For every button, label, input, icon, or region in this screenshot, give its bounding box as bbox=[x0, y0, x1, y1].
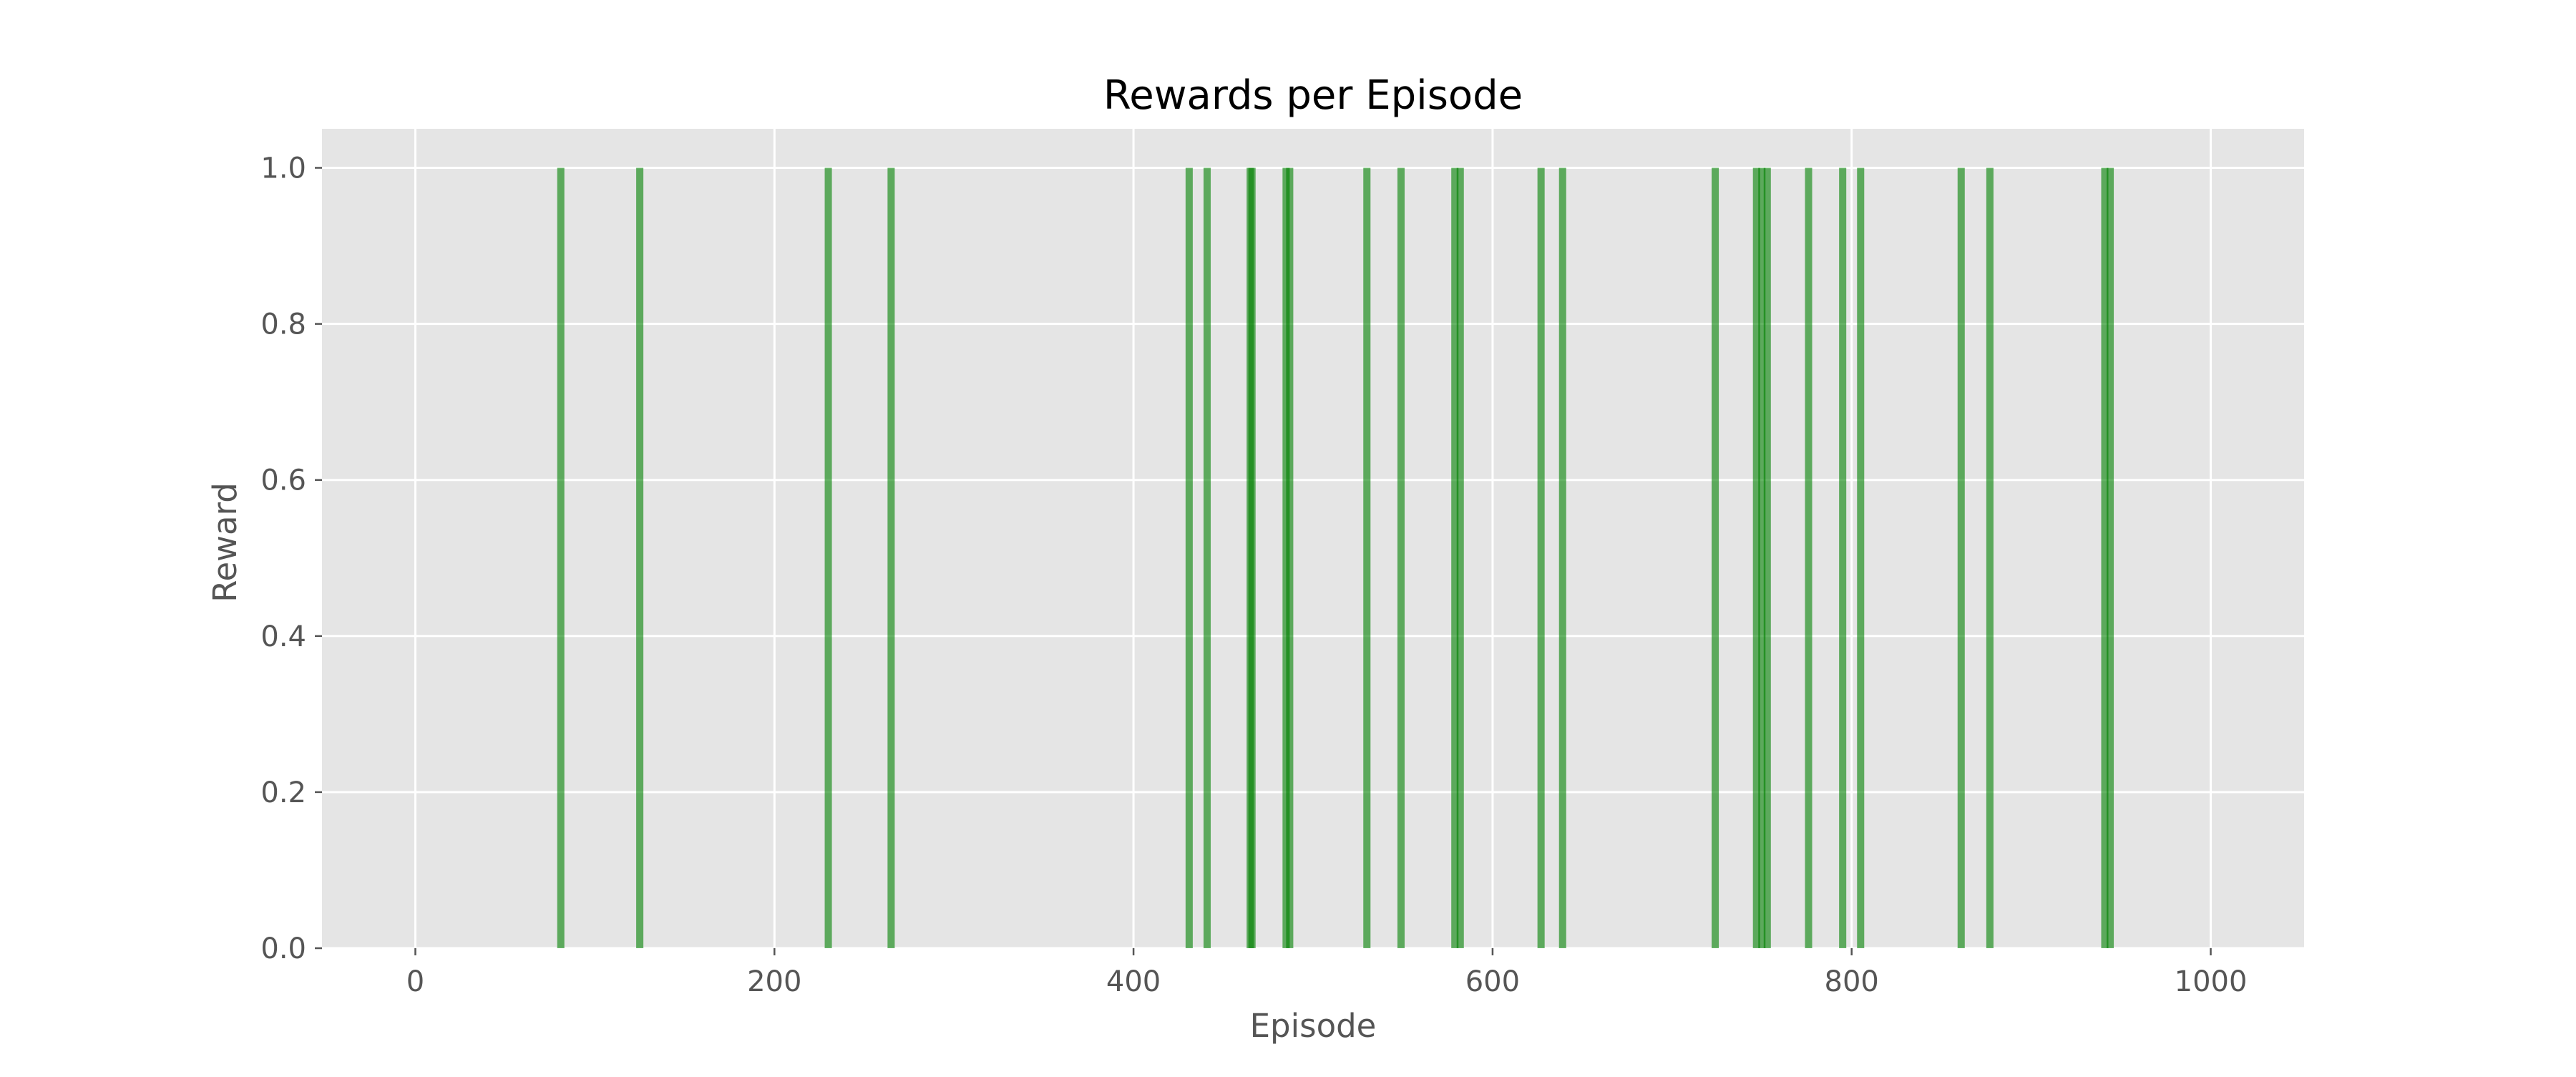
bar bbox=[1758, 167, 1766, 948]
bar bbox=[557, 167, 565, 948]
bar bbox=[1752, 167, 1760, 948]
bar bbox=[1286, 167, 1294, 948]
bar bbox=[1456, 167, 1464, 948]
bar bbox=[1805, 167, 1813, 948]
bar bbox=[636, 167, 644, 948]
x-tick-label: 400 bbox=[1106, 965, 1161, 998]
bar bbox=[1248, 167, 1256, 948]
x-tick-label: 200 bbox=[747, 965, 801, 998]
bar bbox=[1397, 167, 1405, 948]
bar bbox=[1185, 167, 1193, 948]
x-tick-label: 600 bbox=[1465, 965, 1520, 998]
bar bbox=[1839, 167, 1847, 948]
grid bbox=[322, 129, 2304, 950]
chart-title: Rewards per Episode bbox=[1103, 72, 1523, 119]
y-axis-label: Reward bbox=[206, 482, 244, 603]
bar bbox=[1957, 167, 1965, 948]
x-tick-label: 0 bbox=[406, 965, 424, 998]
y-axis: 0.0 0.2 0.4 0.6 0.8 1.0 bbox=[260, 152, 322, 965]
bar bbox=[2107, 167, 2114, 948]
y-tick-label: 0.8 bbox=[260, 308, 306, 341]
plot-area bbox=[322, 129, 2304, 948]
x-tick-label: 1000 bbox=[2175, 965, 2248, 998]
bar bbox=[1712, 167, 1719, 948]
y-tick-label: 0.2 bbox=[260, 776, 306, 809]
bar bbox=[1363, 167, 1371, 948]
bar bbox=[1986, 167, 1994, 948]
bar bbox=[824, 167, 832, 948]
y-tick-label: 0.0 bbox=[260, 932, 306, 965]
bar bbox=[1451, 167, 1459, 948]
bar bbox=[1203, 167, 1211, 948]
bars bbox=[557, 167, 2114, 948]
bar bbox=[2101, 167, 2109, 948]
y-tick-label: 1.0 bbox=[260, 152, 306, 185]
bar bbox=[1537, 167, 1545, 948]
x-axis-label: Episode bbox=[1250, 1007, 1377, 1045]
x-axis: 0 200 400 600 800 1000 bbox=[406, 948, 2248, 998]
bar bbox=[1558, 167, 1566, 948]
y-tick-label: 0.4 bbox=[260, 620, 306, 653]
bar bbox=[1857, 167, 1865, 948]
bar bbox=[1763, 167, 1771, 948]
bar bbox=[887, 167, 895, 948]
x-tick-label: 800 bbox=[1825, 965, 1879, 998]
y-tick-label: 0.6 bbox=[260, 464, 306, 497]
